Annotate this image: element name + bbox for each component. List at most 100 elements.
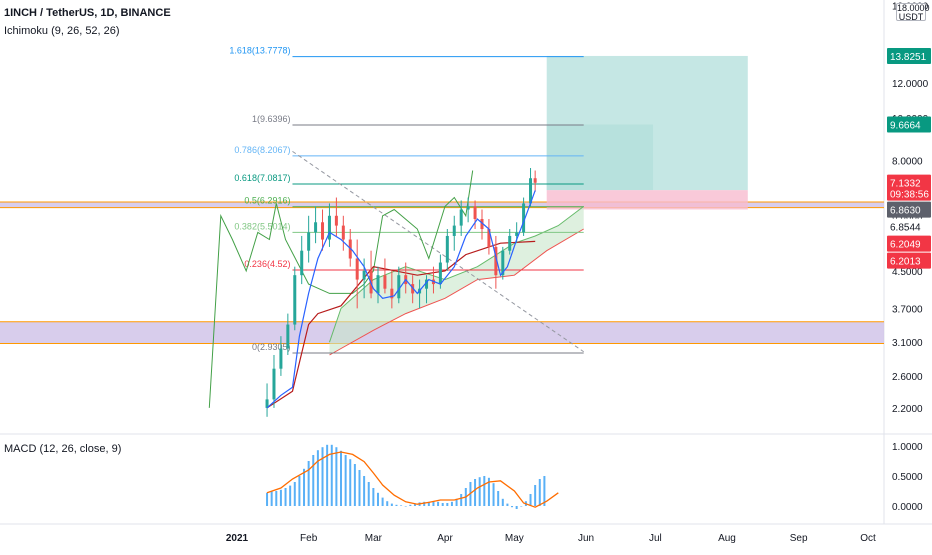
price-badge-label: 9.6664	[890, 120, 921, 131]
macd-histogram-bar	[520, 506, 523, 507]
price-badge-bg	[887, 47, 931, 64]
macd-histogram-bar	[497, 491, 500, 506]
price-badge: 6.8544	[887, 218, 931, 235]
time-tick-label: Mar	[365, 533, 383, 544]
macd-histogram-bar	[293, 482, 296, 506]
tenkan-line	[266, 190, 536, 409]
price-badge-bg	[887, 252, 931, 269]
macd-histogram-bar	[358, 470, 361, 506]
macd-histogram-bar	[395, 504, 398, 506]
macd-histogram-bar	[381, 497, 384, 506]
macd-histogram-bar	[446, 503, 449, 506]
macd-histogram-bar	[321, 447, 324, 506]
candle-body	[300, 250, 304, 276]
macd-histogram-bar	[538, 479, 541, 506]
macd-histogram-bar	[386, 501, 389, 506]
macd-histogram-bar	[413, 503, 416, 506]
candle-body	[334, 215, 338, 226]
macd-histogram-bar	[487, 477, 490, 506]
macd-histogram-bar	[529, 494, 532, 506]
macd-histogram-bar	[335, 447, 338, 506]
candle-body	[438, 262, 442, 285]
macd-tick-label: 0.5000	[892, 472, 923, 483]
price-tick-label: 8.0000	[892, 157, 923, 168]
macd-histogram-bar	[450, 501, 453, 506]
macd-histogram-bar	[349, 459, 352, 506]
candle-body	[452, 225, 456, 236]
macd-histogram-bar	[298, 476, 301, 506]
macd-histogram-bar	[289, 485, 292, 506]
price-badge: 9.6664	[887, 116, 931, 133]
price-badge-label: 6.8544	[890, 223, 921, 234]
target-zone	[546, 55, 748, 191]
price-tick-label: 3.1000	[892, 338, 923, 349]
price-badge-label: 7.1332	[890, 179, 921, 190]
time-tick-label: Sep	[790, 533, 808, 544]
macd-histogram-bar	[534, 485, 537, 506]
price-badge-bg	[887, 174, 931, 201]
candle-body	[473, 206, 477, 220]
macd-histogram-bar	[330, 444, 333, 506]
macd-histogram-bar	[455, 498, 458, 506]
fib-level-label: 0.382(5.5014)	[234, 221, 290, 231]
macd-histogram-bar	[307, 461, 310, 506]
macd-histogram-bar	[478, 477, 481, 506]
currency-label: USDT	[898, 12, 924, 22]
candle-body	[508, 235, 512, 251]
support-zone	[0, 201, 884, 208]
macd-tick-label: 0.0000	[892, 502, 923, 513]
time-tick-label: Aug	[718, 533, 736, 544]
price-badge: 6.2049	[887, 235, 931, 252]
currency-selector[interactable]: 18.0000 USDT	[896, 3, 930, 22]
price-tick-label: 4.5000	[892, 267, 923, 278]
fib-level-label: 0.786(8.2067)	[234, 145, 290, 155]
candle-body	[466, 206, 470, 210]
macd-histogram-bar	[543, 476, 546, 506]
candle-body	[307, 232, 311, 251]
candle-body	[355, 258, 359, 280]
macd-histogram-bar	[409, 504, 412, 506]
macd-histogram-bar	[460, 494, 463, 506]
time-tick-label: Jul	[649, 533, 662, 544]
price-tick-label: 2.6000	[892, 372, 923, 383]
macd-histogram-bar	[474, 479, 477, 506]
macd-histogram-bar	[483, 476, 486, 506]
macd-histogram-bar	[275, 491, 278, 506]
candle-body	[397, 275, 401, 299]
price-badge: 6.8630	[887, 201, 931, 218]
macd-histogram-bar	[376, 492, 379, 506]
candle-body	[321, 222, 325, 240]
candle-body	[279, 348, 283, 369]
trendline	[292, 150, 584, 353]
time-tick-label: Apr	[437, 533, 453, 544]
macd-histogram-bar	[303, 468, 306, 506]
macd-signal-line	[266, 451, 559, 508]
kijun-line	[266, 240, 536, 409]
macd-histogram-bar	[316, 450, 319, 506]
currency-top-value: 18.0000	[897, 3, 930, 13]
price-tick-label: 3.7000	[892, 304, 923, 315]
time-tick-label: Jun	[578, 533, 594, 544]
candle-body	[533, 178, 537, 183]
candle-body	[425, 279, 429, 289]
fib-level-label: 1.618(13.7778)	[229, 46, 290, 56]
price-tick-label: 12.0000	[892, 79, 929, 90]
price-tick-label: 2.2000	[892, 404, 923, 415]
candle-body	[487, 228, 491, 247]
macd-histogram-bar	[400, 505, 403, 506]
stop-zone	[546, 190, 748, 210]
time-tick-label: Oct	[860, 533, 876, 544]
price-badge-bg	[887, 201, 931, 218]
price-badge-label: 6.2013	[890, 257, 921, 268]
fib-level-label: 0.5(6.2916)	[244, 196, 290, 206]
price-badge-label: 13.8251	[890, 52, 927, 63]
candle-body	[390, 288, 394, 299]
macd-histogram-bar	[441, 503, 444, 506]
macd-histogram-bar	[312, 455, 315, 506]
fib-level-label: 1(9.6396)	[252, 114, 291, 124]
macd-histogram-bar	[427, 501, 430, 506]
time-tick-label: May	[505, 533, 524, 544]
macd-histogram-bar	[492, 483, 495, 506]
